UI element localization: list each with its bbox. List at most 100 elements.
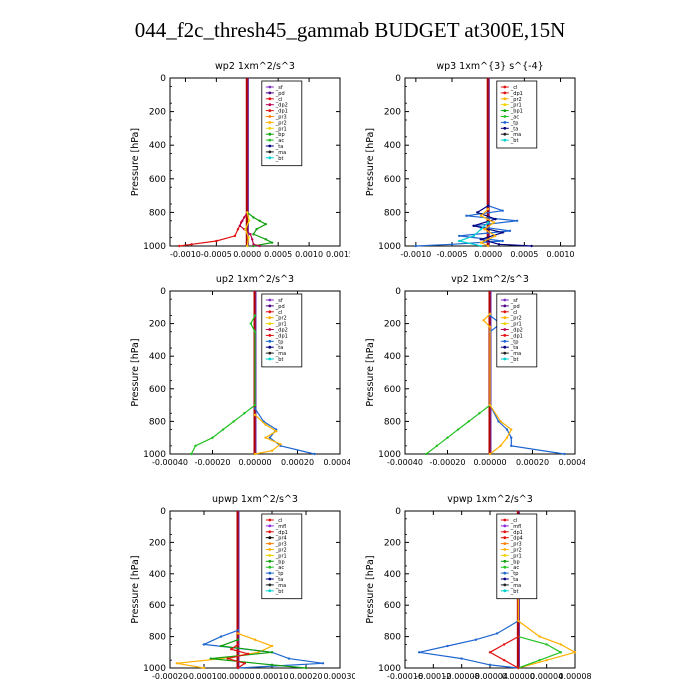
data-point-pr2 — [483, 228, 486, 231]
legend-marker-bp — [503, 559, 507, 563]
legend-marker-dp1 — [268, 109, 272, 112]
x-tick-label: -0.00020 — [430, 458, 466, 467]
data-point-tp — [253, 407, 257, 410]
legend-label-ma: _ma — [510, 583, 521, 589]
data-point-bp — [270, 651, 274, 654]
legend-marker-bt — [268, 589, 272, 593]
legend-label-bp1: _bp1 — [510, 109, 523, 115]
chart-panel-wp3: wp3 1xm^{3} s^{-4}02004006008001000-0.00… — [365, 61, 576, 259]
legend-marker-pr3 — [268, 542, 272, 545]
y-tick-label: 0 — [160, 507, 166, 517]
data-point-pr2 — [253, 413, 257, 417]
data-point-pr2 — [257, 651, 260, 654]
x-tick-label: 0.00020 — [289, 672, 322, 681]
x-tick-label: 0.0010 — [295, 250, 323, 259]
series-line-bp — [210, 639, 307, 669]
data-point-ac — [538, 658, 541, 662]
legend-label-ta: _ta — [510, 577, 519, 583]
legend-label-mfl: _mfl — [275, 524, 287, 530]
data-point-pr2 — [545, 658, 548, 662]
data-point-tp — [501, 239, 504, 243]
x-tick-label: 0.0010 — [547, 250, 575, 259]
data-point-pr2 — [494, 234, 497, 238]
data-point-ta — [476, 211, 479, 214]
legend-label-bt: _bt — [510, 589, 519, 595]
y-tick-label: 600 — [149, 601, 166, 611]
y-axis-label: Pressure [hPa] — [365, 128, 376, 196]
legend-marker-dp1 — [268, 334, 272, 337]
legend-label-pr2: _pr2 — [510, 97, 522, 103]
legend-marker-pd — [503, 304, 507, 308]
series-line-bp — [246, 211, 274, 247]
legend-label-dp1: _dp1 — [510, 333, 523, 339]
legend-label-pd: _pd — [510, 304, 520, 310]
data-point-pr2 — [264, 423, 267, 426]
y-tick-label: 400 — [149, 570, 166, 580]
legend-marker-bt — [503, 357, 507, 361]
chart-title: wp2 1xm^2/s^3 — [215, 61, 295, 72]
data-point-ac — [194, 444, 197, 448]
legend-label-sf: _sf — [510, 298, 518, 304]
data-point-pr1 — [247, 219, 251, 222]
data-point-bp — [270, 663, 274, 667]
data-point-ac — [425, 452, 428, 456]
legend-marker-ma — [268, 150, 272, 154]
legend-marker-ta — [503, 126, 507, 130]
legend-label-ma: _ma — [275, 150, 286, 156]
legend-marker-pr1 — [503, 554, 507, 557]
data-point-pr2 — [499, 420, 502, 423]
legend-label-pr2: _pr2 — [510, 316, 522, 322]
plot-frame — [169, 510, 341, 669]
data-point-tp — [219, 635, 223, 638]
y-tick-label: 800 — [149, 208, 166, 218]
x-tick-label: 0.00010 — [255, 672, 288, 681]
x-tick-label: -0.0010 — [400, 250, 431, 259]
data-point-pr1 — [247, 236, 250, 239]
data-point-tp — [501, 209, 504, 212]
data-point-tp — [505, 428, 509, 431]
legend-label-pr1: _pr1 — [275, 126, 287, 132]
data-point-pr2 — [270, 449, 274, 452]
legend-label-ma: _ma — [510, 132, 521, 138]
legend-label-ta: _ta — [275, 144, 284, 150]
x-tick-label: 0.00000 — [238, 458, 271, 467]
legend-label-pr4: _pr4 — [275, 536, 287, 542]
legend-marker-pr2 — [503, 316, 507, 320]
data-point-pr2 — [510, 428, 513, 431]
legend-marker-ta — [503, 345, 507, 349]
chart-panel-vp2: vp2 1xm^2/s^3 0 200 400 600 800 1000-0.00040 -0… — [365, 274, 585, 467]
y-axis-label: Pressure [hPa] — [365, 555, 376, 623]
legend-label-bt: _bt — [510, 357, 519, 363]
legend-label-ac: _ac — [510, 565, 520, 571]
data-point-ac — [446, 436, 449, 439]
chart-title: vpwp 1xm^2/s^3 — [447, 494, 533, 505]
legend-marker-dp1 — [503, 530, 507, 534]
legend-label-tp: _tp — [275, 571, 284, 577]
x-tick-label: -0.0005 — [437, 250, 468, 259]
data-point-cl — [236, 643, 240, 646]
data-point-ac — [545, 643, 548, 646]
data-point-tp — [268, 436, 272, 439]
legend-box — [261, 293, 303, 368]
data-point-ta — [494, 217, 497, 221]
data-point-pr2 — [236, 632, 240, 635]
data-point-bp — [236, 638, 240, 641]
legend-marker-bt — [268, 357, 272, 361]
legend-label-bt: _bt — [275, 357, 284, 363]
x-tick-label: -0.00040 — [387, 458, 423, 467]
data-point-cl — [236, 228, 240, 231]
y-tick-label: 200 — [384, 320, 401, 330]
data-point-ta — [472, 224, 475, 228]
legend-marker-tp — [268, 339, 272, 343]
legend-label-pr2: _pr2 — [510, 548, 522, 554]
legend-label-pr1: _pr1 — [275, 553, 287, 559]
data-point-pr2 — [538, 635, 541, 638]
data-point-pr2 — [573, 651, 577, 654]
chart-panel-upwp: upwp 1xm^2/s^3 0 200 400 600 800 1000-0.00020-… — [130, 494, 355, 681]
data-point-pr2 — [253, 452, 257, 456]
page-title: 044_f2c_thresh45_gammab BUDGET at300E,15… — [134, 18, 566, 42]
series-line-ac — [190, 315, 256, 455]
legend-marker-dp2 — [268, 103, 272, 107]
legend-label-pr3: _pr3 — [275, 542, 287, 548]
y-tick-label: 600 — [149, 175, 166, 185]
